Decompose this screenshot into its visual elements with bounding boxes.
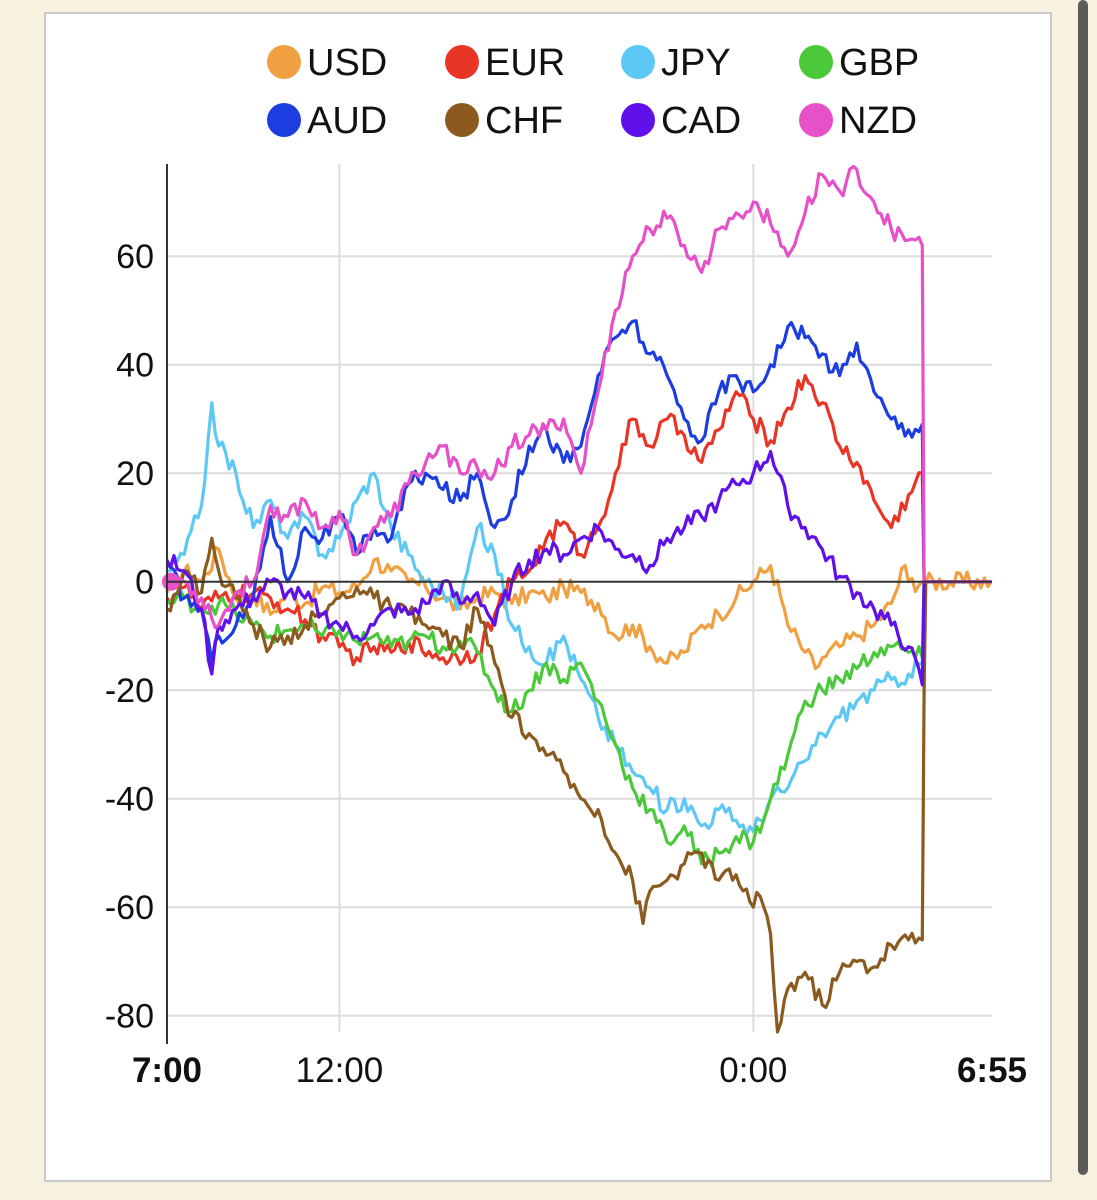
chart-series: [162, 164, 993, 1034]
y-tick-label: 60: [116, 238, 154, 276]
legend-label-jpy: JPY: [661, 42, 731, 84]
x-tick-label: 6:55: [957, 1051, 1027, 1090]
y-tick-label: 0: [135, 564, 154, 602]
legend-label-eur: EUR: [485, 42, 565, 84]
chart-panel: USD EUR JPY GBP AUD CHF CAD NZD 60 40 20 0 -20 -40 -6…: [44, 12, 1052, 1182]
legend-swatch-gbp: [799, 45, 833, 79]
series-line-eur: [165, 374, 992, 667]
legend-label-chf: CHF: [485, 100, 563, 142]
y-tick-label: 20: [116, 455, 154, 493]
legend-swatch-nzd: [799, 103, 833, 137]
legend-label-usd: USD: [307, 42, 387, 84]
fx-strength-line-chart: USD EUR JPY GBP AUD CHF CAD NZD 60 40 20 0 -20 -40 -6…: [105, 42, 1027, 1090]
legend-swatch-eur: [445, 45, 479, 79]
legend-label-cad: CAD: [661, 100, 741, 142]
vertical-scrollbar[interactable]: [1078, 0, 1088, 1175]
series-line-chf: [166, 536, 992, 1034]
x-tick-label: 0:00: [719, 1051, 787, 1090]
series-line-aud: [166, 319, 992, 665]
series-line-jpy: [166, 401, 992, 837]
x-tick-label: 12:00: [296, 1051, 384, 1090]
legend-swatch-cad: [621, 103, 655, 137]
series-line-nzd: [166, 164, 992, 630]
x-tick-label: 7:00: [132, 1051, 202, 1090]
legend-label-aud: AUD: [307, 100, 387, 142]
series-line-usd: [165, 545, 993, 671]
legend-swatch-usd: [267, 45, 301, 79]
legend-swatch-aud: [267, 103, 301, 137]
chart-grid: [167, 164, 992, 1032]
y-tick-label: -60: [105, 889, 154, 927]
y-tick-label: -20: [105, 672, 154, 710]
legend-swatch-chf: [445, 103, 479, 137]
chart-legend: USD EUR JPY GBP AUD CHF CAD NZD: [267, 42, 919, 142]
legend-swatch-jpy: [621, 45, 655, 79]
legend-label-gbp: GBP: [839, 42, 919, 84]
y-tick-label: -40: [105, 781, 154, 819]
chart-axes: 60 40 20 0 -20 -40 -60 -80 7:00 12:00 0:00 6:55: [105, 164, 1027, 1090]
y-tick-label: 40: [116, 347, 154, 385]
series-line-cad: [165, 449, 992, 687]
y-tick-label: -80: [105, 998, 154, 1036]
legend-label-nzd: NZD: [839, 100, 917, 142]
